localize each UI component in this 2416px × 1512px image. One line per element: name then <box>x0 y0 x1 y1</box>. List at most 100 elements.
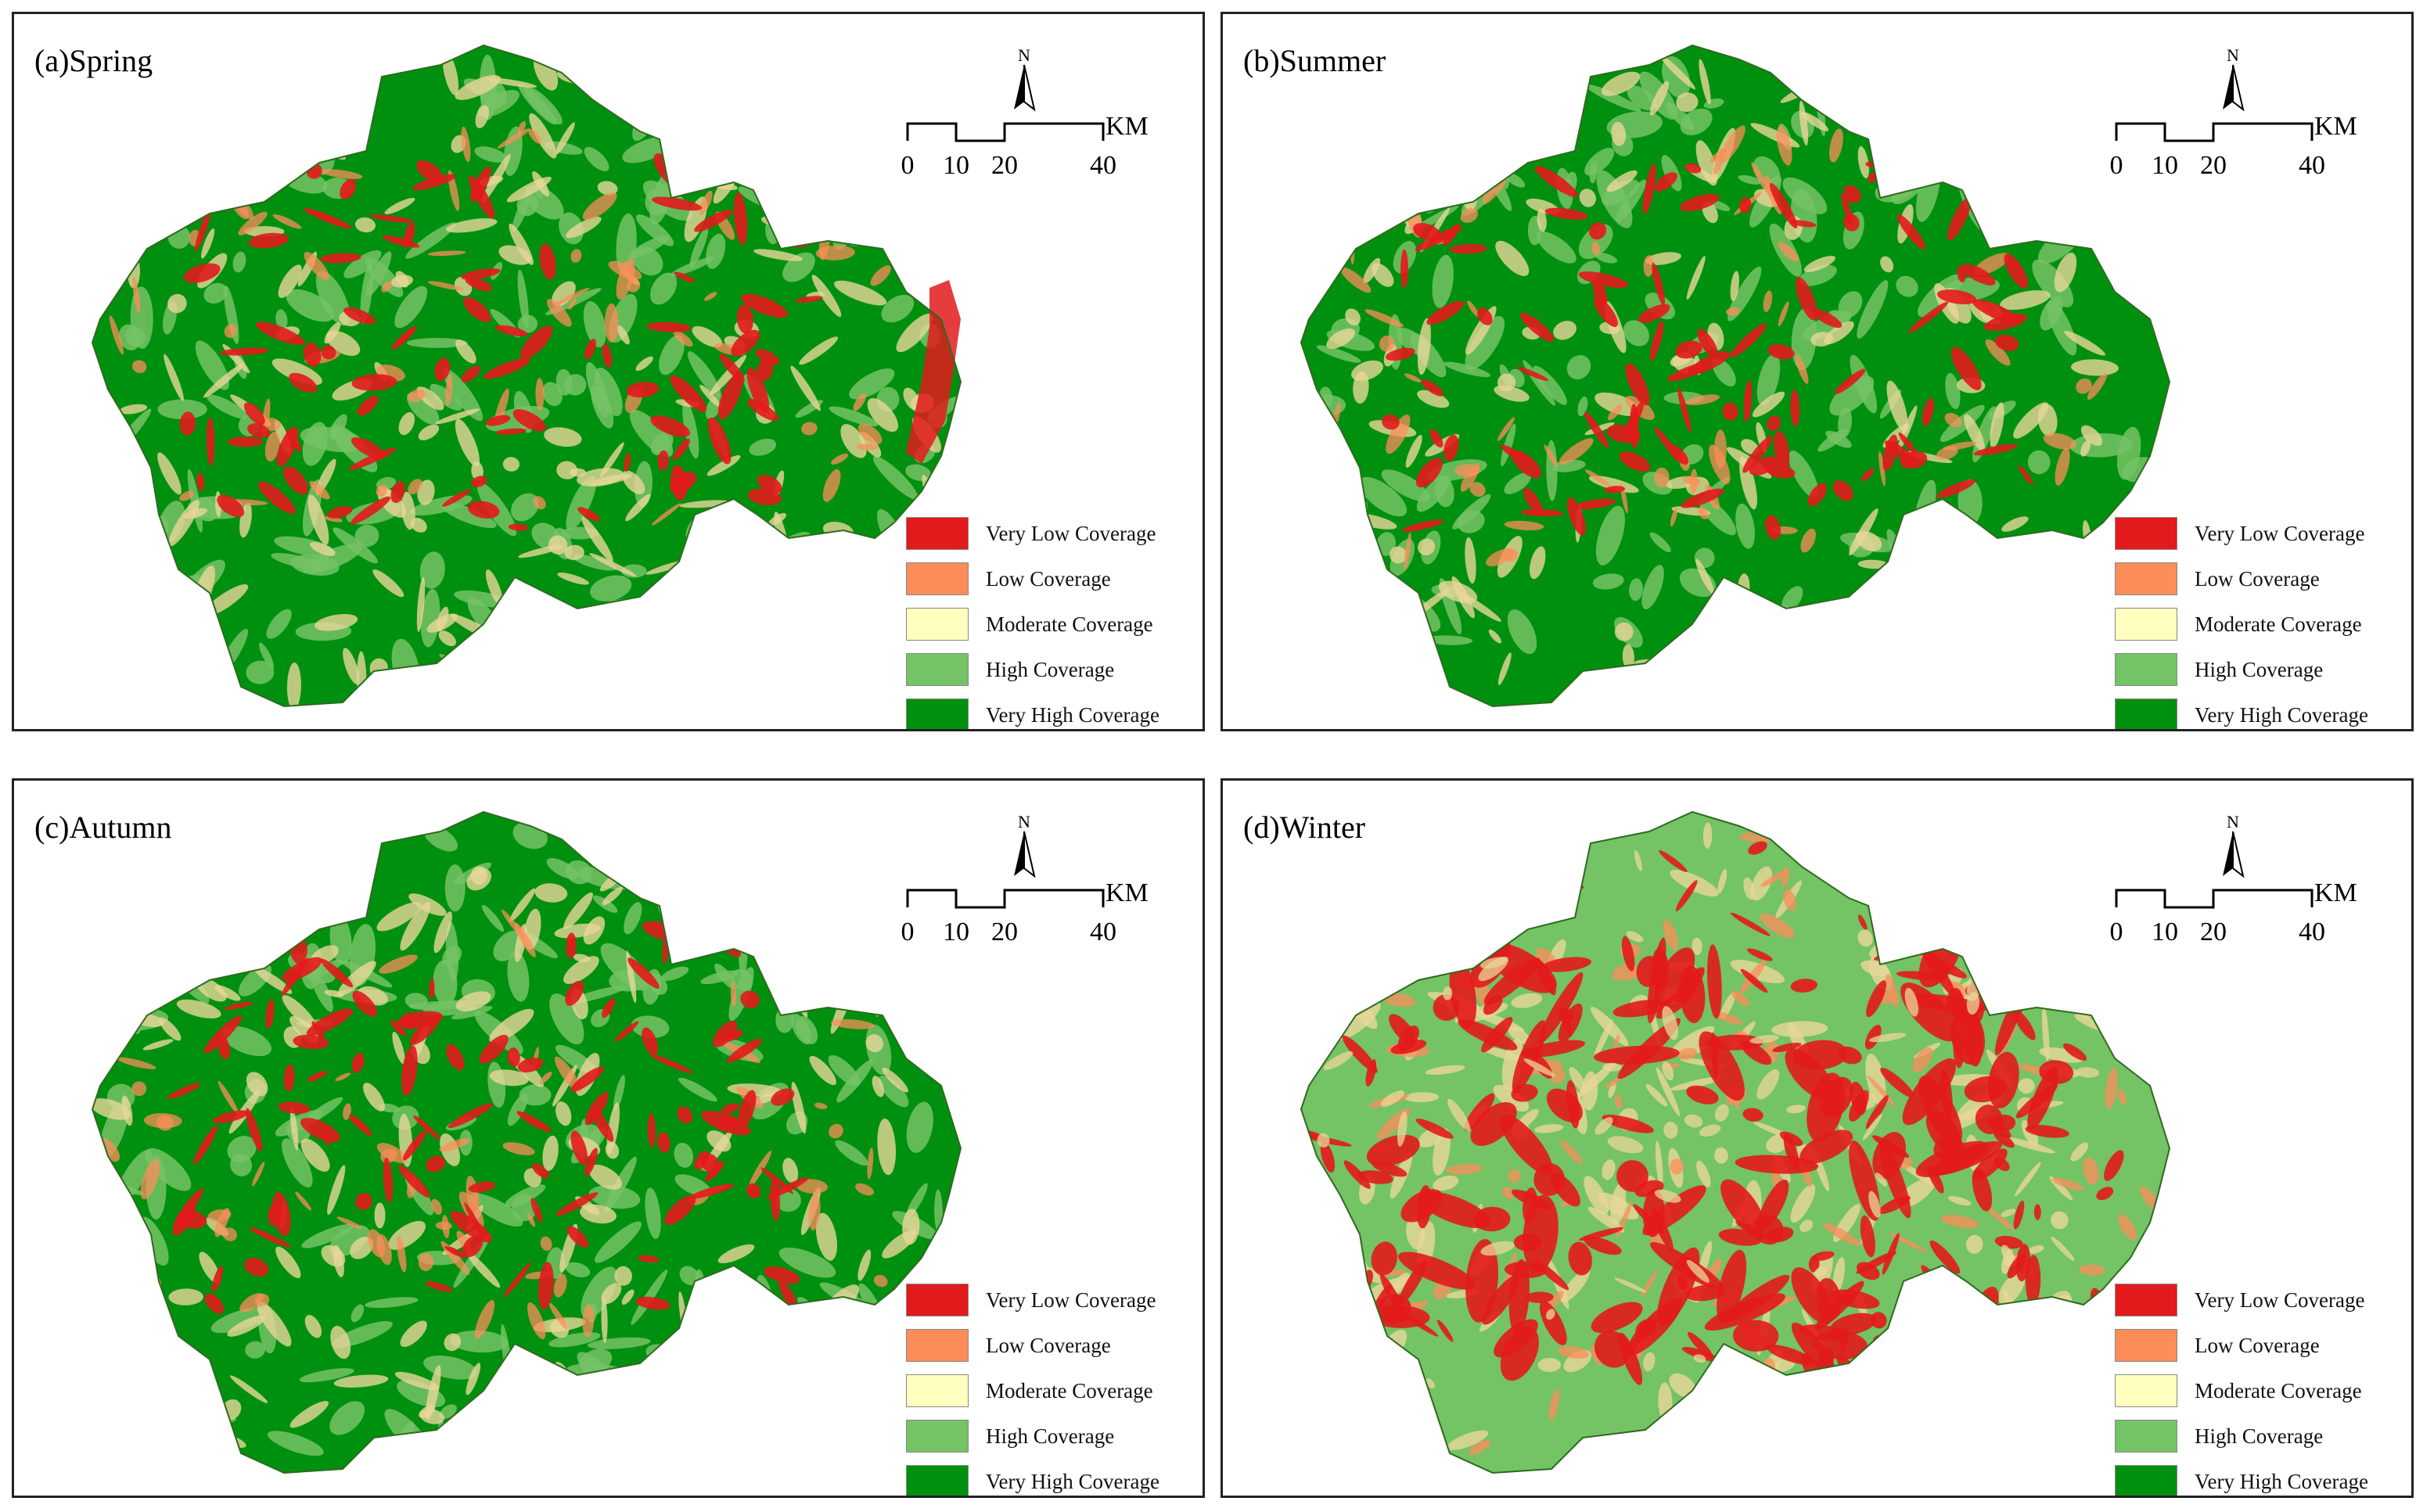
high-coverage-patch <box>1301 845 1356 871</box>
high-coverage-patch <box>1347 1370 1389 1414</box>
high-coverage-patch <box>1616 179 1647 222</box>
very-low-coverage-patch <box>1697 329 1719 359</box>
high-coverage-patch <box>173 860 213 892</box>
low-coverage-patch <box>1778 301 1789 327</box>
moderate-coverage-patch <box>2080 425 2103 447</box>
scale-bar: N 0 10 20 40 KM <box>898 812 1203 946</box>
high-coverage-patch <box>1680 108 1713 135</box>
moderate-coverage-patch <box>1553 321 1577 340</box>
very-low-coverage-patch <box>2013 1009 2036 1040</box>
low-coverage-patch <box>568 299 577 310</box>
very-low-coverage-patch <box>1742 1108 1763 1122</box>
high-coverage-patch <box>2028 851 2042 892</box>
low-coverage-patch <box>2083 1157 2099 1185</box>
moderate-coverage-patch <box>326 330 361 356</box>
moderate-coverage-patch <box>1966 992 1980 1015</box>
high-coverage-patch <box>1452 494 1491 530</box>
very-low-coverage-patch <box>1342 907 1364 954</box>
very-low-coverage-patch <box>1895 909 1929 919</box>
region-outline <box>91 44 962 708</box>
moderate-coverage-patch <box>400 1320 427 1347</box>
low-coverage-patch <box>2117 1089 2127 1105</box>
moderate-coverage-patch <box>2129 206 2153 226</box>
moderate-coverage-patch <box>1364 1422 1392 1456</box>
map-panel-winter: (d)Winter N 0 10 20 40 KM Very Low Cover… <box>1221 778 2414 1498</box>
low-coverage-patch <box>304 252 329 280</box>
moderate-coverage-patch <box>1947 1196 1972 1206</box>
high-coverage-patch <box>2063 564 2083 585</box>
very-low-coverage-patch <box>1679 965 1706 1024</box>
high-coverage-patch <box>831 1349 853 1388</box>
high-coverage-patch <box>821 950 878 971</box>
high-coverage-patch <box>648 96 674 113</box>
moderate-coverage-patch <box>1594 1117 1613 1135</box>
moderate-coverage-patch <box>2076 1067 2100 1078</box>
high-coverage-patch <box>1379 925 1443 944</box>
low-coverage-patch <box>2055 447 2070 486</box>
moderate-coverage-patch <box>337 961 376 997</box>
very-low-coverage-patch <box>539 243 556 280</box>
very-low-coverage-patch <box>495 428 527 435</box>
low-coverage-patch <box>1559 438 1594 465</box>
low-coverage-patch <box>1682 476 1701 486</box>
moderate-coverage-patch <box>239 846 250 885</box>
high-coverage-patch <box>701 65 746 94</box>
moderate-coverage-patch <box>168 1288 203 1305</box>
very-low-coverage-patch <box>1902 1058 1956 1126</box>
low-coverage-patch <box>1713 150 1725 175</box>
high-coverage-patch <box>1346 1341 1371 1383</box>
very-low-coverage-patch <box>1427 860 1450 889</box>
moderate-coverage-patch <box>1626 931 1644 943</box>
moderate-coverage-patch <box>1351 360 1383 381</box>
very-low-coverage-patch <box>733 192 748 245</box>
very-low-coverage-patch <box>2051 932 2082 956</box>
moderate-coverage-patch <box>426 613 458 633</box>
high-coverage-patch <box>770 566 823 577</box>
high-coverage-patch <box>778 1247 836 1278</box>
moderate-coverage-patch <box>2013 402 2049 439</box>
low-coverage-patch <box>309 480 330 500</box>
high-coverage-patch <box>2086 195 2105 224</box>
high-coverage-patch <box>404 993 428 1009</box>
high-coverage-patch <box>671 1438 681 1458</box>
moderate-coverage-patch <box>1904 1313 1925 1333</box>
low-coverage-patch <box>1584 469 1610 487</box>
high-coverage-patch <box>1386 656 1409 679</box>
high-coverage-patch <box>454 590 509 608</box>
high-coverage-patch <box>445 921 459 982</box>
moderate-coverage-patch <box>1662 1006 1678 1040</box>
very-low-coverage-patch <box>348 447 397 470</box>
moderate-coverage-patch <box>275 1246 301 1279</box>
very-low-coverage-patch <box>537 1262 554 1309</box>
moderate-coverage-patch <box>717 1244 755 1264</box>
low-coverage-patch <box>427 250 466 257</box>
very-low-coverage-patch <box>1347 1332 1380 1380</box>
high-coverage-patch <box>167 858 230 872</box>
very-low-coverage-patch <box>746 368 770 413</box>
very-low-coverage-patch <box>1872 1132 1906 1180</box>
moderate-coverage-patch <box>2040 183 2051 236</box>
low-coverage-patch <box>548 1302 568 1330</box>
very-low-coverage-patch <box>1686 1085 1719 1104</box>
moderate-coverage-patch <box>1537 871 1548 926</box>
high-coverage-patch <box>438 1419 455 1472</box>
moderate-coverage-patch <box>246 1072 268 1097</box>
high-coverage-patch <box>583 301 606 348</box>
low-coverage-patch <box>109 315 124 355</box>
moderate-coverage-patch <box>1684 1114 1703 1128</box>
moderate-coverage-patch <box>1357 944 1385 964</box>
low-coverage-patch <box>517 120 526 135</box>
scale-tick-3: 40 <box>1090 918 1116 946</box>
moderate-coverage-patch <box>372 569 404 598</box>
high-coverage-patch <box>933 1015 960 1045</box>
very-low-coverage-patch <box>1961 264 1996 286</box>
high-coverage-patch <box>584 146 609 172</box>
moderate-coverage-patch <box>1676 92 1699 113</box>
low-coverage-patch <box>408 479 422 494</box>
low-coverage-patch <box>2043 161 2062 203</box>
moderate-coverage-patch <box>833 280 887 306</box>
high-coverage-patch <box>2040 1380 2072 1426</box>
very-low-coverage-patch <box>1314 862 1358 869</box>
very-low-coverage-patch <box>520 325 553 360</box>
low-coverage-patch <box>222 1227 237 1241</box>
